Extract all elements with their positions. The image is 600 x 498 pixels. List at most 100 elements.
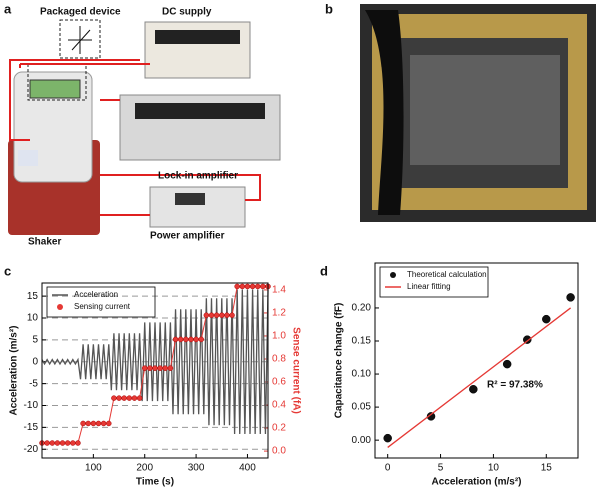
data-point [116,395,122,401]
legend-label: Acceleration [74,290,118,299]
data-point [44,440,50,446]
x-axis-label: Acceleration (m/s²) [431,477,521,488]
data-point [172,336,179,343]
y2-tick-label: 0.0 [272,446,286,457]
y-tick-label: 0 [32,356,38,367]
data-point [111,395,117,401]
setup-illustration [8,19,281,235]
plot-frame [41,282,269,459]
data-point [141,365,148,371]
y-tick-label: 0.20 [352,303,372,314]
data-point [121,395,127,401]
data-point [177,336,184,343]
y-tick-label: 10 [27,313,39,324]
panel-label: b [325,1,333,16]
data-point [234,283,240,290]
data-point [198,336,204,343]
data-point [75,440,81,446]
data-point [208,312,215,318]
data-point [106,420,112,427]
x-tick-label: 0 [385,463,391,474]
data-point [49,440,56,446]
y2-tick-label: 1.4 [272,285,286,296]
data-point [383,433,392,443]
series-line [41,289,269,434]
setup-label: DC supply [162,7,212,18]
legend-box [46,286,156,318]
y2-tick-label: 0.8 [272,354,286,365]
data-point [254,283,261,290]
legend-box [379,266,489,298]
x-tick-label: 15 [541,463,553,474]
y2-tick-label: 0.4 [272,400,286,411]
data-point [260,283,266,290]
series-line [387,307,571,448]
y2-tick-label: 0.2 [272,423,286,434]
data-point [95,420,102,427]
y-tick-label: 0.00 [352,435,372,446]
data-point [64,440,71,446]
y2-tick-label: 1.2 [272,308,286,319]
data-point [80,420,86,427]
x-axis-label: Time (s) [136,477,174,488]
data-point [59,440,66,446]
data-point [426,412,436,421]
data-point [90,420,97,427]
legend-label: Linear fitting [407,282,451,291]
x-tick-label: 5 [438,463,444,474]
legend-marker [57,304,63,310]
data-point [54,440,61,446]
setup-label: Shaker [28,237,61,248]
data-point [188,336,194,343]
panel-label: c [4,263,11,278]
y-tick-label: -15 [24,422,39,433]
y-tick-label: -10 [24,400,39,411]
legend-marker [390,272,396,278]
data-point [523,335,532,344]
data-point [152,365,158,371]
device-photo [360,4,596,222]
data-point [219,312,225,318]
y-tick-label: -5 [29,378,38,389]
data-point [229,312,235,318]
y-tick-label: 0.15 [352,336,372,347]
x-tick-label: 100 [85,463,102,474]
panel-label: d [320,263,328,278]
data-point [239,283,246,290]
setup-label: Power amplifier [150,231,225,242]
data-point [162,365,169,371]
data-point [542,314,551,324]
y-axis-label: Capacitance change (fF) [334,303,345,419]
data-point [131,395,138,401]
y-tick-label: -20 [24,444,39,455]
y-tick-label: 0.05 [352,402,372,413]
panel-label: a [4,1,12,16]
y2-tick-label: 0.6 [272,377,286,388]
data-point [193,336,199,343]
data-point [469,385,478,394]
data-point [183,336,189,343]
annotation: R² = 97.38% [487,380,543,391]
x-tick-label: 400 [239,463,256,474]
setup-label: Packaged device [40,7,121,18]
x-tick-label: 10 [488,463,500,474]
data-point [136,395,143,401]
setup-label: Lock-in amplifier [158,171,238,182]
x-tick-label: 300 [188,463,205,474]
data-point [167,365,174,371]
data-point [203,312,210,318]
data-point [566,293,575,302]
data-point [157,365,163,371]
data-point [85,420,91,427]
data-point [100,420,107,427]
data-point [213,312,220,318]
data-point [502,359,512,369]
y-tick-label: 15 [27,291,39,302]
legend-label: Sensing current [74,302,131,311]
plot-frame [374,262,579,459]
data-point [224,312,230,318]
y-axis-label: Acceleration (m/s²) [9,325,20,415]
data-point [147,365,153,371]
data-point [249,283,256,290]
